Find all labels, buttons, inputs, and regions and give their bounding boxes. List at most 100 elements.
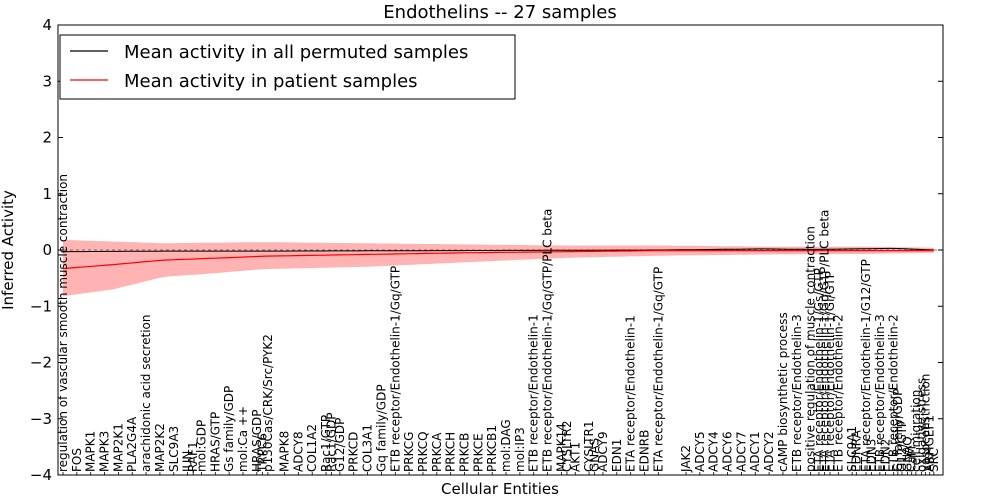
legend-label-permuted: Mean activity in all permuted samples: [124, 42, 468, 63]
x-category-label: HRAS/GTP: [208, 412, 222, 472]
x-category-label: Rac1/GTP: [319, 415, 333, 472]
x-category-label: ETA receptor/Endothelin-1/Gs/GTP: [812, 268, 826, 472]
x-category-labels: regulation of vascular smooth muscle con…: [56, 174, 941, 475]
x-category-label: AKT1: [568, 442, 582, 472]
x-category-label: EDN1: [610, 439, 624, 472]
x-category-label: mol:DAG: [499, 419, 513, 472]
x-category-label: Gs family/GDP: [222, 386, 236, 472]
x-category-label: ARHGEF1: [923, 415, 937, 472]
x-category-label: cAMP biosynthetic process: [776, 312, 790, 472]
series-line-patient: [62, 250, 934, 270]
patient-confidence-band: [63, 239, 934, 297]
x-category-label: HRAS/GDP: [250, 409, 264, 472]
x-category-label: regulation of vascular smooth muscle con…: [56, 174, 70, 472]
x-category-label: PLA2G4A: [125, 416, 139, 472]
x-category-label: mol:Ca ++: [236, 406, 250, 472]
x-category-label: ETA receptor/Endothelin-1/G12/GTP: [859, 259, 873, 472]
x-category-label: ETA receptor/Endothelin-1: [624, 315, 638, 472]
x-category-label: ETB receptor/Endothelin-2: [887, 314, 901, 472]
plot-area: [58, 239, 943, 297]
x-category-label: ETB receptor/Endothelin-3: [790, 314, 804, 472]
x-category-label: EDNRB: [638, 430, 652, 472]
x-category-label: mol:IP3: [513, 427, 527, 472]
y-tick-label: 3: [42, 72, 52, 90]
x-category-label: SLC9A1: [845, 426, 859, 472]
x-category-label: SLC9A3: [167, 426, 181, 472]
x-category-label: mol:GDP: [194, 420, 208, 472]
x-category-label: vasoconstriction: [919, 374, 933, 472]
x-category-label: ADCY9: [596, 431, 610, 472]
x-category-label: JUN: [181, 451, 195, 473]
x-category-label: GNAS: [588, 438, 602, 472]
x-category-label: PRKCB1: [485, 425, 499, 472]
y-tick-label: −2: [30, 354, 52, 372]
x-category-label: ETB receptor/Endothelin-1/Gq/GTP/PLC bet…: [541, 209, 555, 472]
legend-box: [59, 34, 516, 100]
x-category-label: MAPK14: [554, 423, 568, 472]
x-category-label: EDNRA: [849, 429, 863, 472]
x-category-label: MAPK8: [278, 431, 292, 472]
x-category-label: ADCY7: [734, 431, 748, 472]
x-category-label: CaM: [905, 446, 919, 472]
x-category-label: oxidative stress: [914, 378, 928, 472]
x-category-label: PRKCQ: [416, 431, 430, 472]
x-category-label: ETB receptor/Endothelin-1/Gq/GTP: [388, 266, 402, 472]
x-category-label: ADCY8: [291, 431, 305, 472]
x-category-label: JAK2: [679, 445, 693, 473]
x-category-label: COL3A1: [361, 424, 375, 472]
x-category-label: CYSLTR1: [582, 421, 596, 472]
y-axis: −4 −3 −2 −1 0 1 2 3 4: [30, 16, 943, 484]
x-category-label: ADCY5: [693, 431, 707, 472]
x-category-label: ETA receptor/Endothelin-1/Gi/GTP: [823, 271, 837, 472]
x-axis-label: Cellular Entities: [441, 480, 559, 498]
x-category-label: Gq family/GDP: [374, 384, 388, 472]
y-tick-label: −1: [30, 297, 52, 315]
x-category-label: ETA receptor/Endothelin-1/Gq/GTP: [651, 267, 665, 472]
y-tick-label: 4: [42, 16, 52, 34]
x-category-label: COL1A2: [305, 424, 319, 472]
y-tick-label: 2: [42, 129, 52, 147]
y-tick-label: 1: [42, 185, 52, 203]
x-category-label: SRC: [927, 448, 941, 472]
series-line-permuted: [62, 247, 934, 253]
x-category-label: CYSLTR2: [560, 421, 574, 472]
x-category-label: ETB receptor/Endothelin-1: [527, 314, 541, 472]
x-category-label: MAPK3: [98, 431, 112, 472]
x-category-label: PRKCA: [430, 432, 444, 472]
x-category-label: ADCY6: [721, 431, 735, 472]
x-category-label: PRKCE: [471, 433, 485, 472]
legend: Mean activity in all permuted samples Me…: [59, 34, 516, 100]
x-category-label: cell migration: [909, 390, 923, 472]
x-category-label: ETA receptor/Endothelin-1/Gq/GTP/PLC bet…: [818, 210, 832, 472]
x-category-label: RAF1: [186, 441, 200, 472]
x-category-label: EDN2: [878, 439, 892, 472]
x-category-label: ADCY4: [707, 431, 721, 472]
x-category-label: G12/GTP: [895, 420, 909, 472]
plot-frame: [57, 24, 944, 476]
y-tick-label: −3: [30, 410, 52, 428]
x-category-label: FOS: [70, 448, 84, 472]
y-tick-label: 0: [42, 241, 52, 259]
y-axis-label: Inferred Activity: [0, 190, 17, 310]
chart-title: Endothelins -- 27 samples: [383, 2, 616, 23]
x-category-label: ADCY2: [762, 431, 776, 472]
x-category-label: PRKCG: [402, 432, 416, 472]
x-category-label: MAPK1: [84, 431, 98, 472]
x-category-label: PRKCB: [458, 433, 472, 472]
x-category-label: Gi family/GDP: [891, 389, 905, 472]
x-category-label: Rac1/GDP: [325, 413, 339, 472]
x-category-label: PRKCH: [444, 432, 458, 472]
x-category-label: MAP2K2: [153, 423, 167, 472]
x-category-label: positive regulation of muscle contractio…: [804, 226, 818, 472]
x-category-label: PRKCD: [347, 432, 361, 472]
x-category-label: ADCY1: [748, 431, 762, 472]
x-category-label: p130Cas/CRK/Src/PYK2: [261, 334, 275, 472]
y-tick-label: −4: [30, 466, 52, 484]
x-category-label: ETB receptor/Endothelin-2: [831, 314, 845, 472]
x-category-label: arachidonic acid secretion: [139, 315, 153, 472]
legend-label-patient: Mean activity in patient samples: [124, 71, 418, 92]
x-category-label: TRPC6: [255, 433, 269, 473]
x-category-label: ETB receptor/Endothelin-3: [873, 314, 887, 472]
x-category-label: MAP2K1: [111, 423, 125, 472]
